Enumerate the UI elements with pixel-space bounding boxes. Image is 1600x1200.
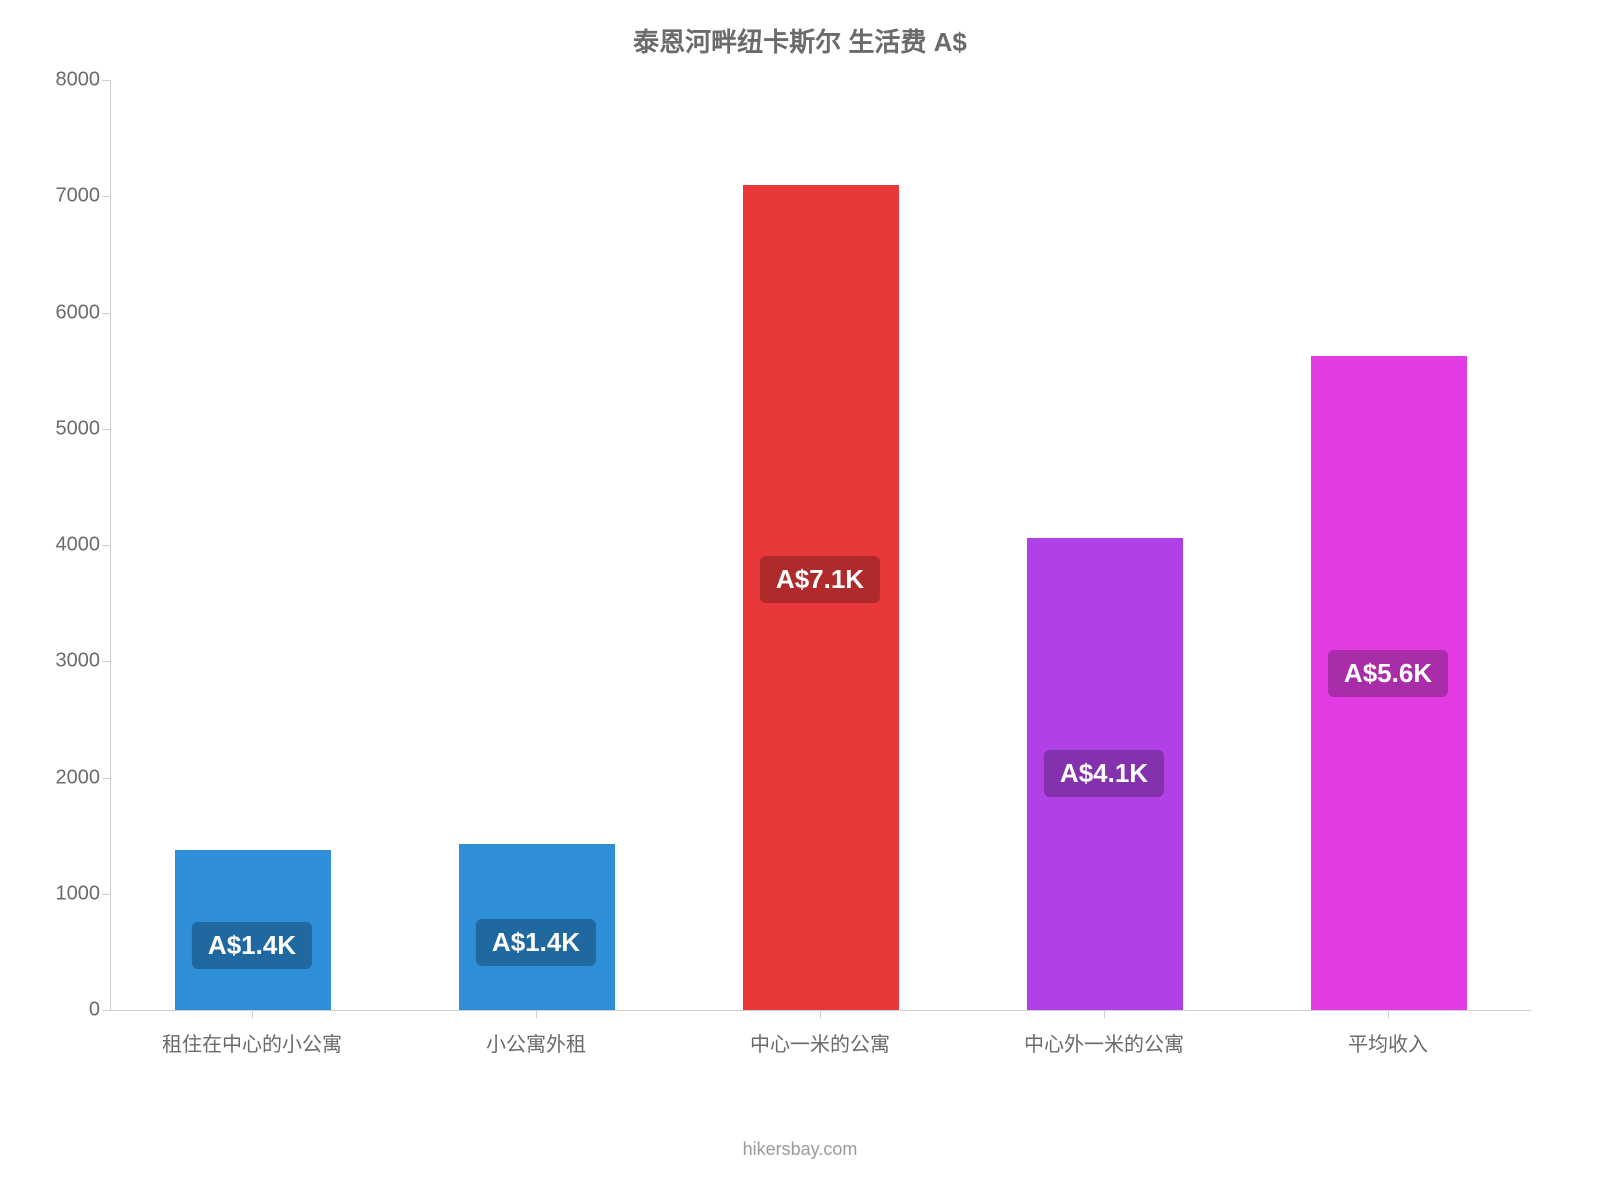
cost-of-living-chart: 泰恩河畔纽卡斯尔 生活费 A$ hikersbay.com 0 1000 2000 3… xyxy=(0,0,1600,1200)
x-tick-label: 中心一米的公寓 xyxy=(678,1028,962,1057)
y-tick-label: 3000 xyxy=(10,650,100,673)
x-tick-mark xyxy=(536,1010,537,1018)
x-tick-label: 租住在中心的小公寓 xyxy=(110,1028,394,1057)
bar-value-label: A$5.6K xyxy=(1328,650,1448,697)
bar-value-label: A$1.4K xyxy=(476,919,596,966)
x-tick-mark xyxy=(1104,1010,1105,1018)
y-tick-mark xyxy=(102,1010,110,1011)
bar-value-label: A$4.1K xyxy=(1044,750,1164,797)
y-tick-label: 4000 xyxy=(10,534,100,557)
x-tick-label: 中心外一米的公寓 xyxy=(962,1028,1246,1057)
x-tick-mark xyxy=(252,1010,253,1018)
x-tick-mark xyxy=(820,1010,821,1018)
y-tick-mark xyxy=(102,313,110,314)
bar-value-label: A$1.4K xyxy=(192,922,312,969)
y-tick-mark xyxy=(102,545,110,546)
y-tick-label: 6000 xyxy=(10,301,100,324)
x-tick-label: 小公寓外租 xyxy=(394,1028,678,1057)
plot-area xyxy=(110,80,1531,1011)
y-tick-label: 5000 xyxy=(10,417,100,440)
y-tick-mark xyxy=(102,778,110,779)
chart-footer: hikersbay.com xyxy=(0,1139,1600,1160)
bar-value-label: A$7.1K xyxy=(760,556,880,603)
x-tick-label: 平均收入 xyxy=(1246,1028,1530,1057)
y-tick-mark xyxy=(102,429,110,430)
y-tick-label: 0 xyxy=(10,999,100,1022)
y-tick-label: 7000 xyxy=(10,185,100,208)
chart-title: 泰恩河畔纽卡斯尔 生活费 A$ xyxy=(0,22,1600,59)
x-tick-mark xyxy=(1388,1010,1389,1018)
y-tick-mark xyxy=(102,196,110,197)
y-tick-mark xyxy=(102,80,110,81)
y-tick-mark xyxy=(102,661,110,662)
y-tick-label: 8000 xyxy=(10,69,100,92)
y-tick-label: 1000 xyxy=(10,882,100,905)
y-tick-mark xyxy=(102,894,110,895)
y-tick-label: 2000 xyxy=(10,766,100,789)
